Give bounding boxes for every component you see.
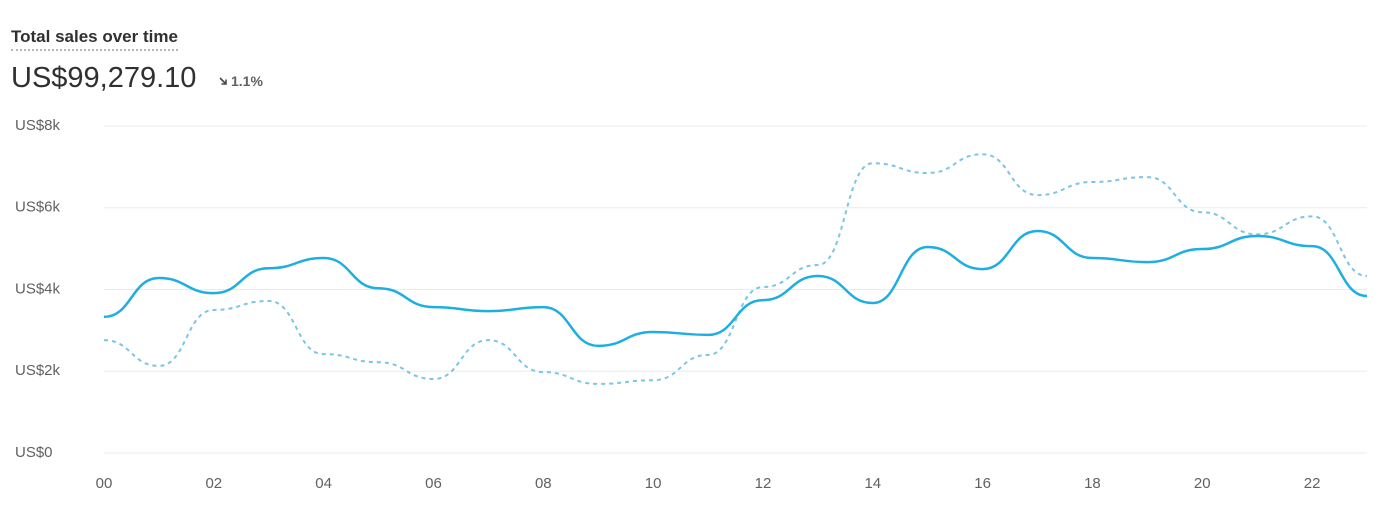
x-tick-label: 12 — [755, 475, 772, 492]
x-tick-label: 18 — [1084, 475, 1101, 492]
comparison-line — [103, 153, 1368, 385]
sales-line — [103, 229, 1368, 348]
y-tick-label: US$8k — [15, 117, 61, 134]
total-value: US$99,279.10 — [11, 62, 197, 94]
x-tick-label: 20 — [1194, 475, 1211, 492]
x-tick-label: 02 — [205, 475, 222, 492]
change-value: 1.1% — [231, 73, 263, 89]
y-tick-label: US$6k — [15, 199, 61, 216]
x-tick-label: 06 — [425, 475, 442, 492]
x-tick-label: 04 — [315, 475, 332, 492]
x-tick-label: 22 — [1304, 475, 1321, 492]
down-arrow-icon — [219, 77, 227, 85]
x-tick-label: 10 — [645, 475, 662, 492]
y-tick-label: US$4k — [15, 280, 61, 297]
x-tick-label: 08 — [535, 475, 552, 492]
x-tick-label: 14 — [864, 475, 881, 492]
x-tick-label: 00 — [96, 475, 113, 492]
y-tick-label: US$2k — [15, 362, 61, 379]
change-indicator: 1.1% — [218, 73, 263, 89]
chart-title[interactable]: Total sales over time — [11, 27, 178, 51]
y-tick-label: US$0 — [15, 444, 53, 461]
x-tick-label: 16 — [974, 475, 991, 492]
